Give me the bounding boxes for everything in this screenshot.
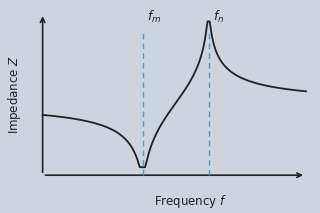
- Text: $f_m$: $f_m$: [148, 9, 162, 25]
- Text: Frequency $f$: Frequency $f$: [154, 193, 227, 210]
- Text: $f_n$: $f_n$: [213, 9, 225, 25]
- Text: Impedance $Z$: Impedance $Z$: [5, 55, 23, 134]
